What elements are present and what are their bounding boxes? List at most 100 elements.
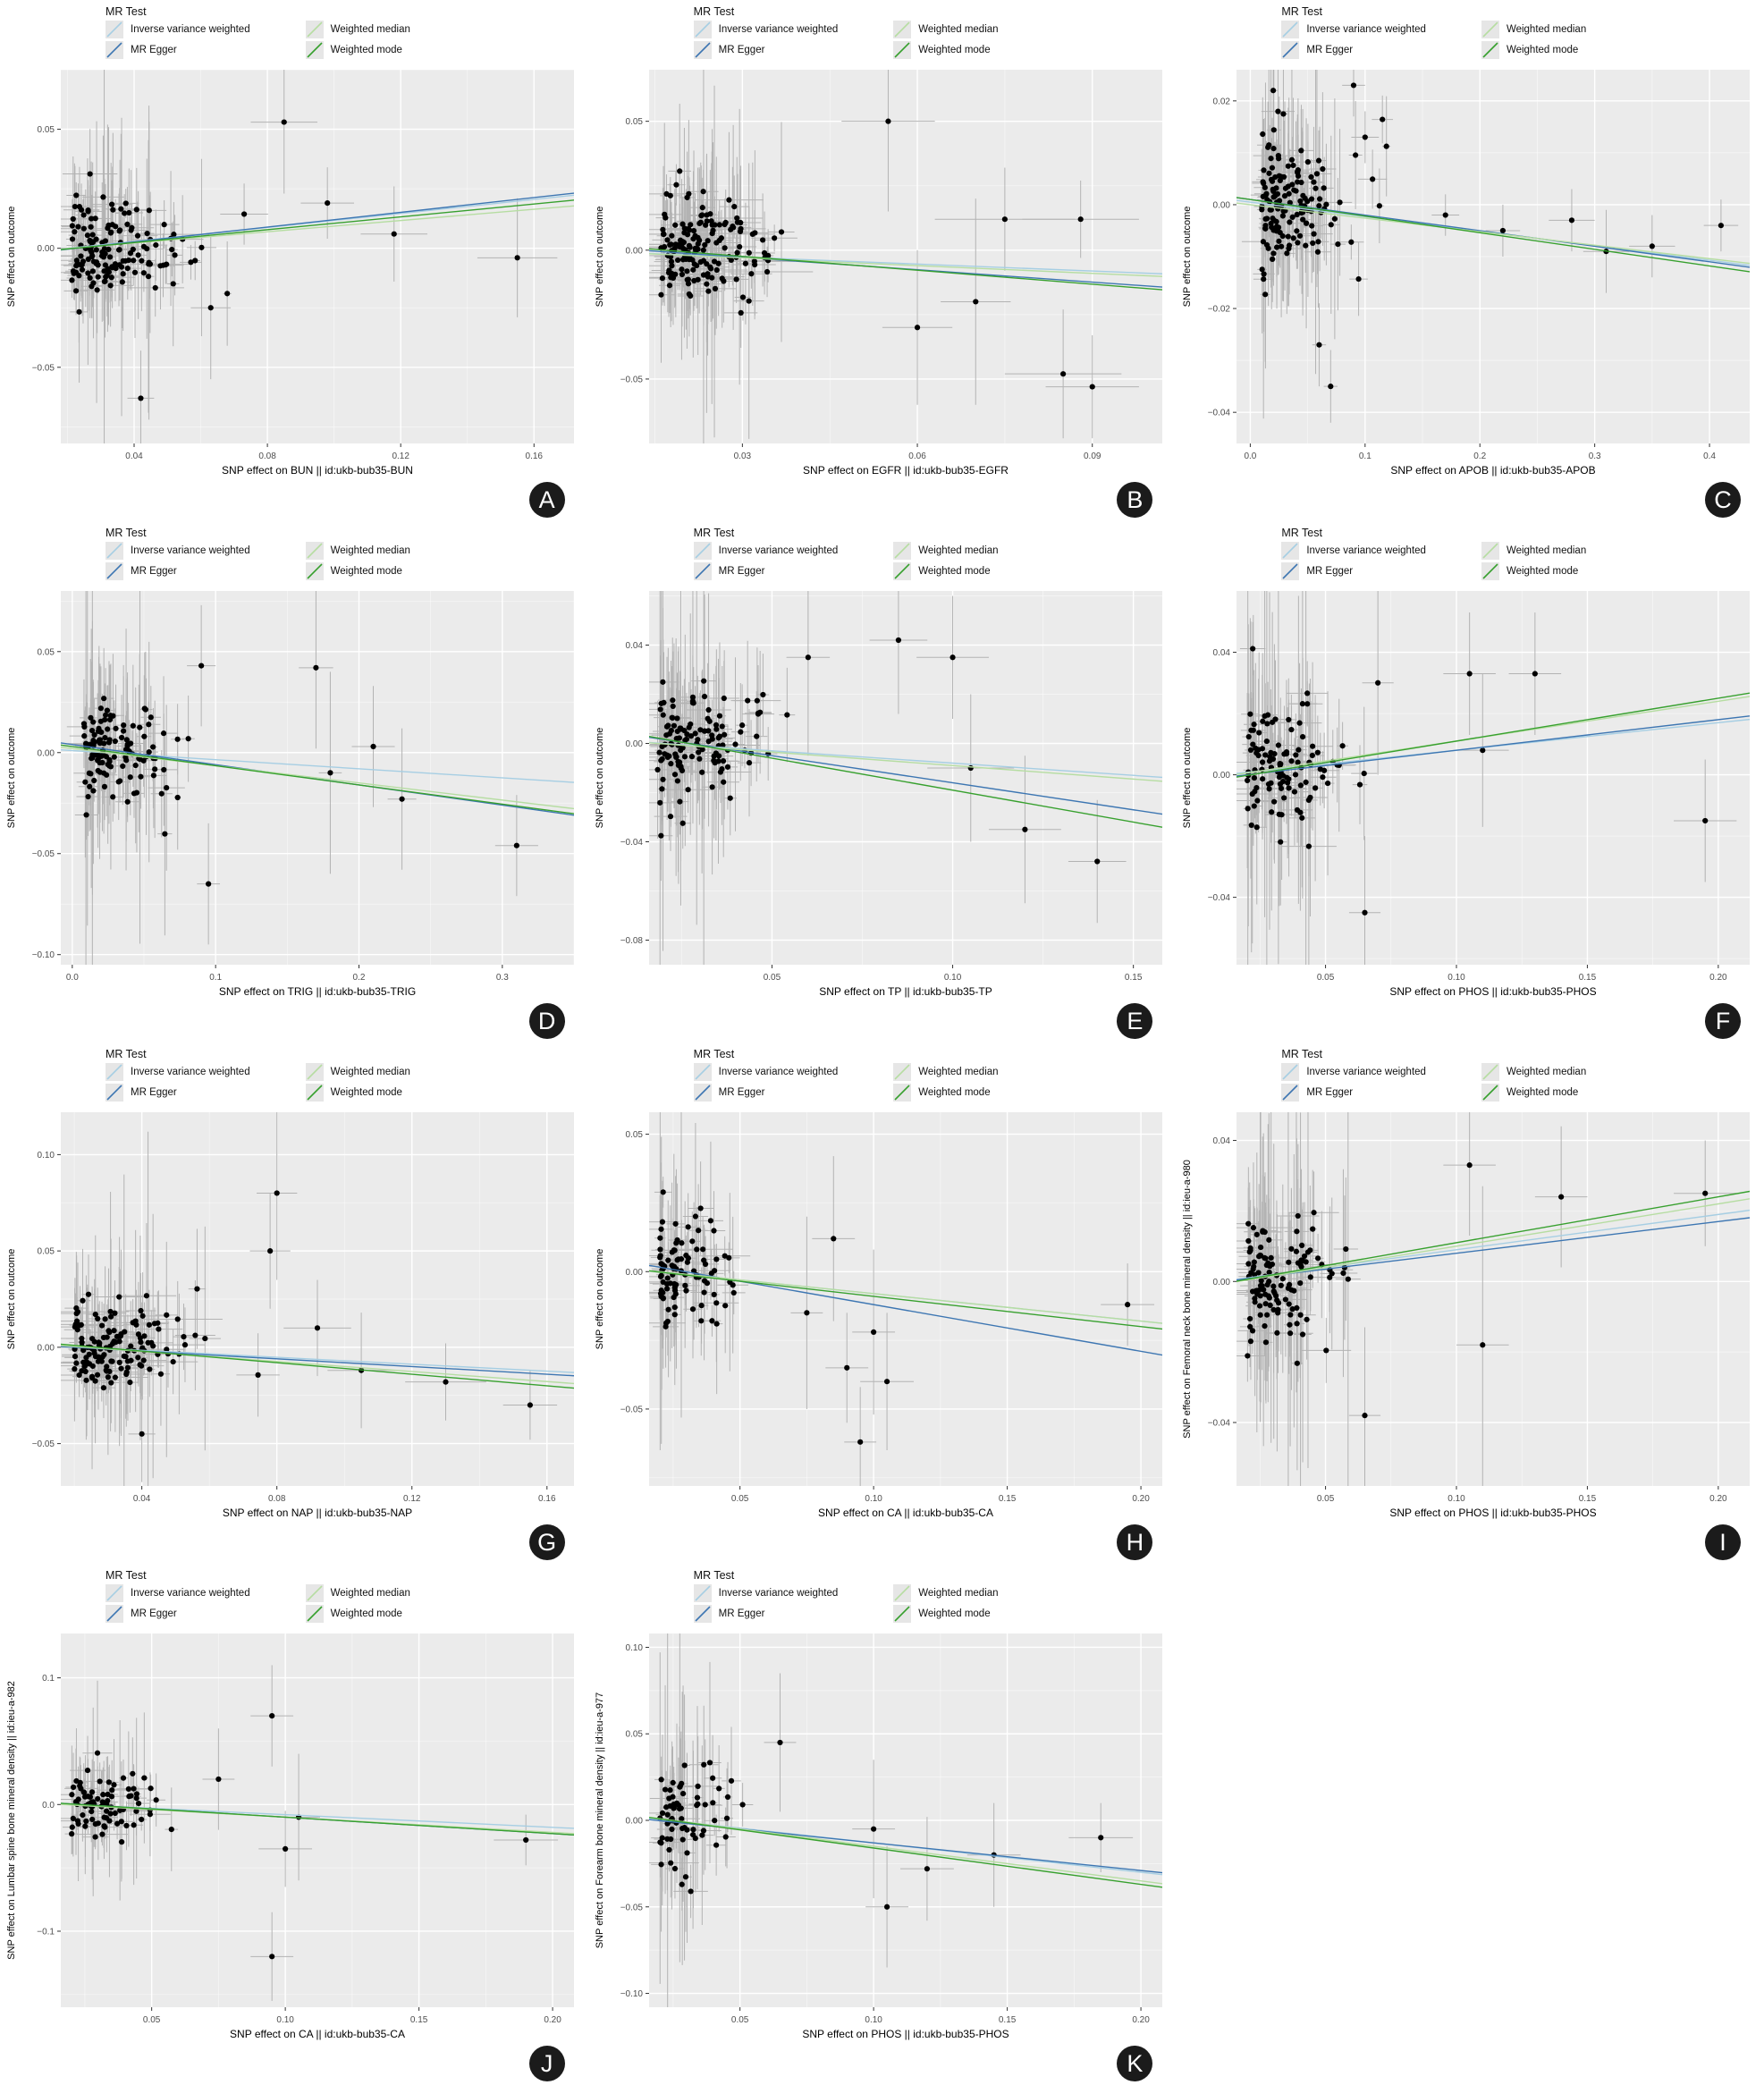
- legend-item-ivw: Inverse variance weighted: [693, 1584, 838, 1602]
- legend-items: Inverse variance weighted MR Egger Weigh…: [106, 542, 410, 580]
- svg-text:0.05: 0.05: [143, 2015, 161, 2025]
- weighted-median-line-key-icon: [305, 21, 324, 38]
- mr-scatter-plot-f: MR Test Inverse variance weighted MR Egg…: [1176, 521, 1764, 1042]
- legend-item-ivw: Inverse variance weighted: [1281, 1063, 1426, 1081]
- svg-text:0.20: 0.20: [1709, 973, 1727, 983]
- svg-text:0.05: 0.05: [1317, 1494, 1335, 1504]
- weighted-mode-line-key-icon: [893, 41, 912, 59]
- weighted-median-line-key-icon: [893, 21, 912, 38]
- legend-item-weighted-median: Weighted median: [893, 21, 999, 38]
- legend-item-weighted-median: Weighted median: [305, 1063, 410, 1081]
- panel-letter-badge: F: [1705, 1003, 1741, 1039]
- legend-label-egger: MR Egger: [131, 1087, 177, 1098]
- legend-item-egger: MR Egger: [106, 562, 250, 580]
- egger-line-key-icon: [693, 41, 712, 59]
- svg-text:0.06: 0.06: [908, 452, 926, 461]
- svg-text:SNP effect on Lumbar spine bon: SNP effect on Lumbar spine bone mineral …: [6, 1681, 17, 1960]
- legend-item-weighted-mode: Weighted mode: [893, 41, 998, 59]
- legend-item-egger: MR Egger: [693, 41, 839, 59]
- svg-text:−0.1: −0.1: [37, 1927, 55, 1937]
- panel-letter-badge: G: [528, 1524, 565, 1560]
- legend-title: MR Test: [106, 1569, 147, 1582]
- legend-items: Inverse variance weighted MR Egger Weigh…: [106, 1584, 410, 1623]
- weighted-mode-line-key-icon: [893, 1605, 912, 1623]
- legend-item-weighted-median: Weighted median: [305, 1584, 410, 1602]
- svg-text:0.20: 0.20: [1709, 1494, 1727, 1504]
- legend-label-ivw: Inverse variance weighted: [718, 1067, 839, 1077]
- legend-label-ivw: Inverse variance weighted: [718, 24, 839, 35]
- weighted-median-line-key-icon: [305, 1584, 324, 1602]
- svg-text:0.04: 0.04: [1213, 648, 1231, 658]
- svg-text:0.09: 0.09: [1084, 452, 1101, 461]
- svg-text:0.08: 0.08: [268, 1494, 286, 1504]
- svg-text:SNP effect on PHOS || id:ukb-b: SNP effect on PHOS || id:ukb-bub35-PHOS: [1390, 985, 1597, 998]
- weighted-median-line-key-icon: [893, 542, 912, 560]
- svg-text:0.05: 0.05: [38, 1247, 55, 1257]
- legend-item-ivw: Inverse variance weighted: [106, 1063, 250, 1081]
- weighted-mode-line-key-icon: [1481, 562, 1499, 580]
- legend-item-weighted-mode: Weighted mode: [893, 1084, 998, 1102]
- ivw-line-key-icon: [693, 21, 712, 38]
- legend-label-ivw: Inverse variance weighted: [1306, 1067, 1426, 1077]
- mr-scatter-plot-e: MR Test Inverse variance weighted MR Egg…: [588, 521, 1177, 1042]
- legend-label-weighted-mode: Weighted mode: [918, 1087, 991, 1098]
- svg-text:−0.05: −0.05: [620, 375, 643, 384]
- svg-text:0.10: 0.10: [943, 973, 961, 983]
- svg-text:0.04: 0.04: [125, 452, 143, 461]
- legend-label-egger: MR Egger: [1306, 45, 1354, 55]
- legend-item-egger: MR Egger: [1281, 1084, 1426, 1102]
- svg-text:0.00: 0.00: [1213, 200, 1231, 210]
- svg-text:SNP effect on outcome: SNP effect on outcome: [1182, 728, 1193, 829]
- svg-text:SNP effect on outcome: SNP effect on outcome: [6, 728, 17, 829]
- legend: MR Test Inverse variance weighted MR Egg…: [106, 1042, 588, 1103]
- legend-label-ivw: Inverse variance weighted: [131, 24, 250, 35]
- svg-text:0.05: 0.05: [625, 117, 643, 127]
- panel-letter-badge: I: [1705, 1524, 1741, 1560]
- svg-text:0.10: 0.10: [865, 2015, 882, 2025]
- legend-label-egger: MR Egger: [1306, 1087, 1354, 1098]
- svg-text:0.12: 0.12: [392, 452, 409, 461]
- svg-text:0.03: 0.03: [733, 452, 751, 461]
- svg-text:SNP effect on APOB || id:ukb-b: SNP effect on APOB || id:ukb-bub35-APOB: [1391, 464, 1596, 477]
- svg-text:0.15: 0.15: [1125, 973, 1143, 983]
- legend-item-weighted-median: Weighted median: [305, 542, 410, 560]
- svg-text:SNP effect on outcome: SNP effect on outcome: [6, 1249, 17, 1350]
- legend-title: MR Test: [693, 5, 735, 18]
- svg-text:0.05: 0.05: [763, 973, 781, 983]
- legend-label-weighted-median: Weighted median: [330, 1588, 410, 1599]
- svg-text:0.00: 0.00: [38, 1343, 55, 1353]
- svg-text:0.05: 0.05: [625, 1730, 643, 1740]
- svg-text:−0.05: −0.05: [620, 1903, 643, 1912]
- legend-items: Inverse variance weighted MR Egger Weigh…: [693, 542, 999, 580]
- legend-label-weighted-median: Weighted median: [330, 545, 410, 556]
- svg-text:SNP effect on EGFR || id:ukb-b: SNP effect on EGFR || id:ukb-bub35-EGFR: [803, 464, 1009, 477]
- svg-text:−0.02: −0.02: [1208, 305, 1231, 315]
- legend-label-weighted-mode: Weighted mode: [330, 566, 402, 577]
- legend-label-weighted-median: Weighted median: [330, 24, 410, 35]
- svg-text:0.1: 0.1: [1359, 452, 1372, 461]
- svg-text:0.12: 0.12: [403, 1494, 421, 1504]
- svg-text:0.0: 0.0: [42, 1801, 55, 1811]
- legend-label-weighted-median: Weighted median: [1506, 24, 1587, 35]
- svg-text:SNP effect on NAP || id:ukb-bu: SNP effect on NAP || id:ukb-bub35-NAP: [223, 1507, 412, 1519]
- plot-canvas: 0.05 0.10 0.15 0.20 −0.10 −0.05 0.00 0.05 0.10 SN…: [595, 1633, 1162, 2040]
- legend-item-weighted-median: Weighted median: [893, 1063, 999, 1081]
- legend-label-egger: MR Egger: [718, 45, 765, 55]
- legend-item-egger: MR Egger: [106, 1084, 250, 1102]
- svg-text:SNP effect on outcome: SNP effect on outcome: [595, 728, 605, 829]
- legend-items: Inverse variance weighted MR Egger Weigh…: [693, 1063, 999, 1102]
- legend-item-weighted-median: Weighted median: [893, 542, 999, 560]
- egger-line-key-icon: [106, 562, 123, 580]
- svg-text:0.04: 0.04: [1213, 1136, 1231, 1146]
- svg-text:−0.04: −0.04: [620, 838, 643, 848]
- legend-item-ivw: Inverse variance weighted: [106, 21, 250, 38]
- legend-title: MR Test: [106, 1048, 147, 1060]
- svg-text:0.10: 0.10: [1448, 1494, 1466, 1504]
- svg-text:0.15: 0.15: [1579, 973, 1597, 983]
- ivw-line-key-icon: [106, 1063, 123, 1081]
- legend-label-egger: MR Egger: [131, 45, 177, 55]
- panel-letter-badge: H: [1117, 1524, 1153, 1560]
- legend-label-ivw: Inverse variance weighted: [131, 1067, 250, 1077]
- legend-label-egger: MR Egger: [718, 1608, 765, 1619]
